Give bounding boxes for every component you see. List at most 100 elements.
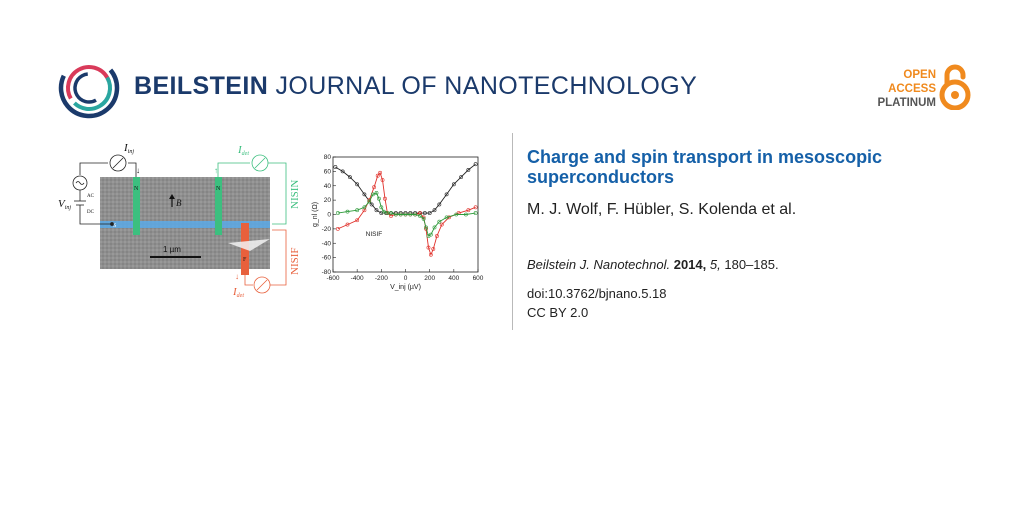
data-point [362,205,367,210]
data-point [380,178,385,182]
open-access-line-3: PLATINUM [877,97,936,109]
x-tick-label: 200 [424,275,435,282]
article-license[interactable]: CC BY 2.0 [527,305,589,320]
data-point [451,182,456,187]
nisin-detector-circuit [217,154,287,225]
data-point [355,182,360,187]
y-tick-label: 60 [324,168,332,175]
data-point [389,214,393,218]
citation-volume: 5, [709,257,721,272]
b-field-label: B [176,198,182,208]
normal-electrode-detector [215,177,222,235]
injector-circuit [72,154,137,226]
data-point [370,192,375,197]
data-point [428,232,433,237]
open-lock-icon [939,64,971,110]
data-point [437,202,442,207]
y-axis-label: g_nl (Ω) [312,202,319,227]
s-label: S [113,223,116,229]
y-tick-label: -60 [322,255,332,262]
ac-label: AC [87,194,95,199]
data-point [377,196,381,201]
f-label: F [243,257,247,263]
i-inj-label: Iinj [123,142,134,155]
data-point [422,211,427,215]
data-point [454,212,459,217]
vertical-divider [512,133,513,330]
y-tick-label: -20 [322,226,332,233]
data-point [459,175,463,180]
data-point [335,226,340,231]
data-point [431,247,436,251]
nisif-detector-circuit [244,229,287,294]
data-point [385,211,390,215]
data-point [398,212,403,217]
data-point [362,192,367,197]
data-point [340,169,345,174]
journal-header: BEILSTEIN JOURNAL OF NANOTECHNOLOGY OPEN… [0,0,1024,120]
normal-electrode-injector [133,177,140,235]
i-det-bottom-arrow-icon: ↓ [235,272,239,281]
nisif-label: NISIF [289,247,301,275]
data-point [333,165,338,169]
data-point [428,252,433,257]
n-label-2: N [216,186,221,192]
dc-label: DC [87,210,95,215]
i-det-top-label: Idet [237,144,249,157]
x-tick-label: -600 [326,275,339,282]
data-point [393,212,398,217]
i-det-top-arrow-icon: ↑ [214,166,218,175]
open-access-line-1: OPEN [903,69,936,81]
data-point [432,208,437,213]
y-tick-label: -80 [322,269,332,276]
data-point [435,234,439,238]
x-tick-label: -400 [351,275,364,282]
data-point [383,196,387,201]
data-point [432,225,437,230]
x-tick-label: 0 [404,275,408,282]
data-point [362,208,367,213]
journal-name-rest: JOURNAL OF NANOTECHNOLOGY [268,72,698,100]
data-point [348,175,352,180]
data-point [418,211,422,215]
citation-journal: Beilstein J. Nanotechnol. [527,257,671,272]
nisin-label: NISIN [289,180,301,209]
y-tick-label: 80 [324,154,332,161]
y-tick-label: 40 [324,183,332,190]
data-point [426,245,431,250]
data-point [408,212,413,217]
data-point [439,222,444,227]
citation-pages: 180–185. [724,257,779,272]
data-point [418,214,422,218]
scale-bar-label: 1 µm [163,245,181,254]
data-point [355,218,360,223]
article-doi[interactable]: doi:10.3762/bjnano.5.18 [527,286,667,301]
data-point [427,211,432,215]
nonlocal-conductance-chart: -600 -400 -200 0 200 400 600806040200-20-40-60… [312,154,484,291]
data-point [378,170,383,175]
superconductor-wire [100,221,270,228]
journal-name-bold: BEILSTEIN [134,72,269,100]
data-point [444,192,449,197]
beilstein-logo-icon[interactable] [58,57,120,119]
n-label-1: N [134,186,139,192]
data-point [369,202,374,207]
data-point [375,173,380,178]
data-point [389,211,393,215]
open-access-line-2: ACCESS [888,83,936,95]
data-point [464,212,468,217]
graphical-abstract: 1 µm B N N S F Iinj ↓ Vinj AC DC Idet ↑ … [58,142,484,299]
data-point [444,215,449,220]
y-tick-label: -40 [322,240,332,247]
data-point [466,208,471,213]
x-tick-label: 400 [448,275,459,282]
journal-name[interactable]: BEILSTEIN JOURNAL OF NANOTECHNOLOGY [134,72,697,101]
citation-year: 2014, [673,257,707,272]
x-tick-label: 600 [473,275,484,282]
chart-annotation: NISIF [366,231,383,238]
data-point [355,208,360,213]
v-inj-label: Vinj [58,198,71,211]
data-point [424,225,428,230]
i-det-bottom-label: Idet [232,286,244,299]
article-title[interactable]: Charge and spin transport in mesoscopic … [527,147,883,187]
